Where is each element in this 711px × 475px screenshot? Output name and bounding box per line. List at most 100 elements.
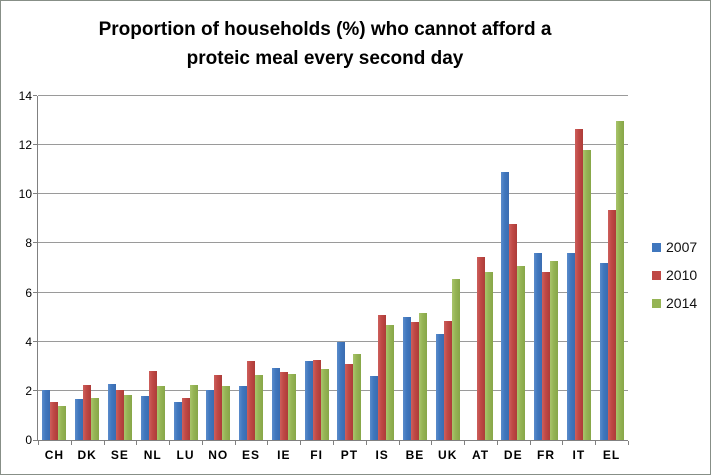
x-axis-label: PT [340,448,359,462]
bar [271,367,280,440]
bar [50,401,59,440]
bar [239,385,248,440]
legend-item-2010: 2010 [652,267,697,283]
bar [123,394,132,440]
bar [173,401,182,440]
x-axis-label: BE [405,448,425,462]
x-axis-tick [71,441,72,445]
bar [83,384,92,440]
plot-area: 0 2 4 6 8 10 12 14 CH DK SE NL LU NO ES IE FI PT IS BE UK AT D… [19,89,629,462]
x-axis-label: DK [77,448,97,462]
bar [181,398,190,440]
x-axis-label: ES [242,448,261,462]
bar [287,373,296,440]
x-axis-tick [628,441,629,445]
legend-item-2007: 2007 [652,239,697,255]
x-axis-tick [104,441,105,445]
gridline [38,291,628,293]
y-axis-tick [33,95,37,96]
y-axis-label: 10 [18,187,32,202]
bar [582,150,591,440]
x-axis-tick [333,441,334,445]
x-axis-label: IE [277,448,291,462]
bar [247,361,256,440]
bar [370,376,379,440]
y-axis-label: 4 [25,334,32,349]
x-axis-label: FI [310,448,323,462]
x-axis-tick [595,441,596,445]
bar [345,363,354,440]
x-axis-tick [235,441,236,445]
legend-item-2014: 2014 [652,295,697,311]
bar [517,265,526,440]
x-axis-line [37,440,628,441]
bar [443,320,452,440]
bar [476,256,485,440]
chart-title-line-2: proteic meal every second day [186,48,464,69]
bar [320,368,329,440]
bar [402,317,411,440]
bar [566,253,575,440]
bar [91,398,100,440]
bar [148,371,157,440]
y-axis-label: 12 [18,138,32,153]
bar [255,374,264,440]
bar [75,399,84,440]
bar [378,314,387,440]
bar [140,395,149,440]
bar [58,405,67,440]
bar [279,372,288,440]
chart-title-line-1: Proportion of households (%) who cannot … [98,19,552,40]
bar [418,313,427,440]
x-axis-label: LU [176,448,195,462]
x-axis-tick [366,441,367,445]
bar [484,271,493,440]
bar [599,263,608,440]
bar [451,279,460,440]
bar [304,361,313,440]
x-axis-tick [497,441,498,445]
bar [615,120,624,440]
bar [509,223,518,440]
x-axis-label: EL [602,448,621,462]
x-axis-label: NO [208,448,229,462]
x-axis-label: IT [572,448,586,462]
bar [550,260,559,440]
x-axis-label: SE [110,448,129,462]
y-axis-tick [33,440,37,441]
y-axis-label: 2 [25,383,32,398]
bar [410,322,419,440]
chart-title: Proportion of households (%) who cannot … [1,15,649,73]
gridline [38,95,628,96]
y-axis-tick [33,291,37,293]
y-axis-tick [33,193,37,195]
y-axis-tick [33,242,37,244]
legend-label: 2014 [666,295,698,311]
bar [156,385,165,440]
y-axis-label: 14 [18,89,32,103]
gridline [38,389,628,391]
gridline [38,193,628,195]
bar [534,253,543,440]
legend-swatch-blue [652,242,661,252]
bar [386,324,395,440]
legend-label: 2007 [666,239,698,255]
bar [542,271,551,440]
x-axis-label: UK [438,448,458,462]
x-axis-label: FR [537,448,556,462]
bar [107,383,116,440]
x-axis-tick [38,441,39,445]
gridline [38,242,628,244]
x-axis-tick [136,441,137,445]
y-axis-tick [33,340,37,342]
x-axis-tick [202,441,203,445]
x-axis-label: AT [471,448,490,462]
x-axis-label: CH [44,448,65,462]
x-axis-tick [267,441,268,445]
x-axis-tick [562,441,563,445]
x-axis-tick [464,441,465,445]
legend-swatch-green [652,298,661,308]
x-axis-tick [530,441,531,445]
bar [574,129,583,440]
legend: 2007 2010 2014 [652,239,697,323]
